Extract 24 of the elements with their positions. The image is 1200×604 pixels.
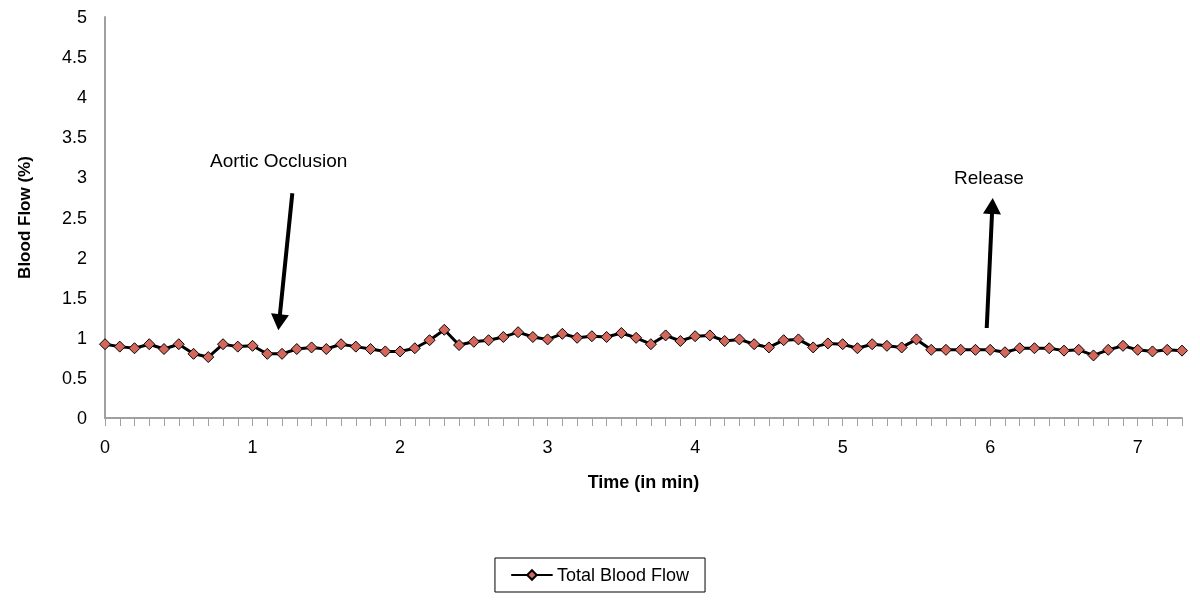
- annotation: Aortic Occlusion: [210, 150, 348, 171]
- y-tick-label: 4.5: [61, 47, 87, 68]
- y-tick-label: 2: [76, 247, 87, 268]
- legend-label: Total Blood Flow: [556, 565, 691, 585]
- x-axis-title: Time (in min): [587, 472, 700, 492]
- annotation: Release: [954, 167, 1024, 188]
- x-tick-label: 1: [247, 437, 258, 457]
- y-tick-label: 3.5: [61, 127, 87, 148]
- x-tick-label: 7: [1132, 437, 1143, 457]
- y-tick-label: 4: [76, 87, 87, 108]
- x-tick-label: 5: [837, 437, 848, 457]
- x-tick-label: 0: [99, 437, 111, 457]
- x-tick-label: 4: [690, 437, 701, 457]
- x-tick-label: 3: [542, 437, 553, 457]
- y-axis-title: Blood Flow (%): [15, 156, 34, 279]
- y-tick-label: 3: [76, 167, 87, 188]
- x-tick-label: 2: [395, 437, 406, 457]
- y-tick-label: 2.5: [61, 207, 87, 228]
- y-tick-label: 1.5: [61, 287, 87, 308]
- y-tick-label: 5: [76, 7, 87, 27]
- y-tick-label: 1: [76, 327, 87, 348]
- x-tick-label: 6: [985, 437, 996, 457]
- y-tick-label: 0.5: [61, 367, 87, 388]
- y-tick-label: 0: [76, 408, 87, 428]
